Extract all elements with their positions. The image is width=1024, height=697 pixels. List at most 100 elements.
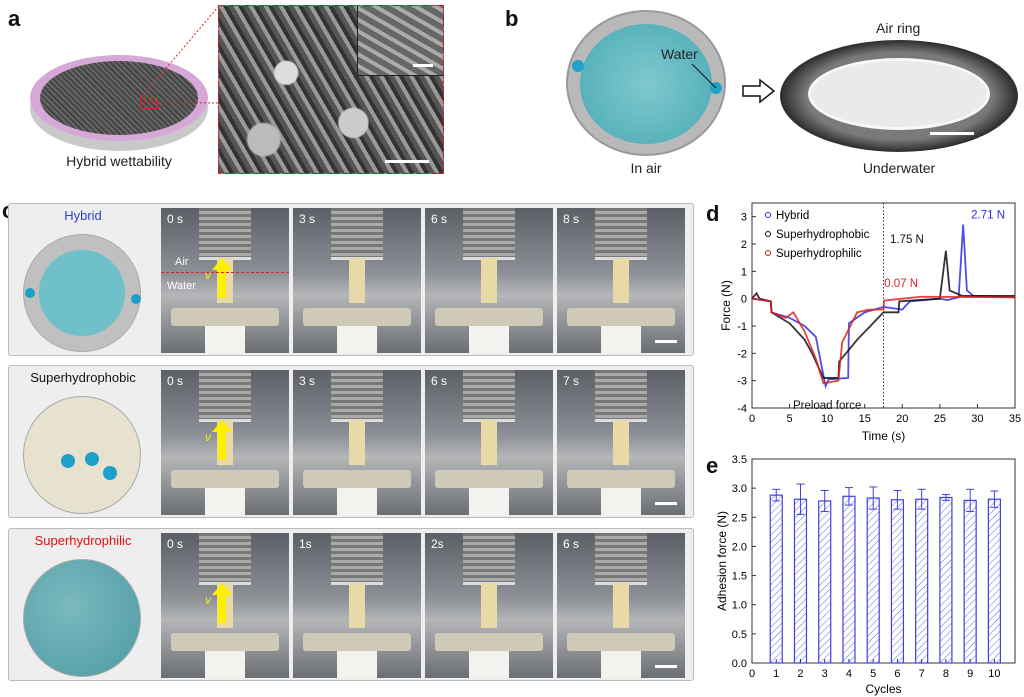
underwater-photo — [780, 40, 1018, 152]
y-tick-label: 3 — [741, 212, 747, 224]
panel-c-row-1: Hybrid v Air Water 0 s 3 s 6 s 8 s — [8, 203, 694, 356]
video-frame: 1s — [293, 533, 421, 678]
time-label: 6 s — [431, 212, 448, 226]
hybrid-disc — [23, 234, 141, 352]
x-tick-label: 30 — [971, 413, 983, 425]
scale-bar — [655, 340, 677, 343]
time-label: 6 s — [563, 537, 580, 551]
y-axis-label: Force (N) — [719, 280, 733, 331]
y-tick-label: 3.5 — [732, 454, 747, 466]
adhesion-cycles-chart: 0 1 2 3 4 5 6 7 8 9 10 0.0 0.5 1.0 1.5 2.0 2.5 3.0 3.5 Cycl… — [715, 454, 1016, 696]
video-frame: 7 s — [557, 370, 685, 515]
bar — [866, 497, 880, 664]
time-label: 7 s — [563, 374, 580, 388]
legend-label: Hybrid — [776, 210, 809, 222]
x-tick-label: 35 — [1009, 413, 1021, 425]
y-tick-label: 0.5 — [732, 629, 747, 641]
video-frame: 2s — [425, 533, 553, 678]
bar — [818, 500, 832, 664]
y-tick-label: 2 — [741, 239, 747, 251]
water-label: Water — [167, 280, 196, 292]
bar — [987, 498, 1001, 664]
in-air-caption: In air — [630, 160, 662, 176]
x-tick-label: 10 — [988, 668, 1000, 680]
y-tick-label: 1.0 — [732, 600, 747, 612]
y-axis-label: Adhesion force (N) — [715, 511, 729, 611]
x-tick-label: 3 — [822, 668, 828, 680]
up-arrow-icon — [212, 420, 232, 460]
scale-bar — [655, 502, 677, 505]
x-tick-label: 6 — [894, 668, 900, 680]
y-tick-label: 1 — [741, 266, 747, 278]
bar — [890, 499, 905, 664]
x-tick-label: 25 — [934, 413, 946, 425]
hybrid-disc-illustration — [30, 55, 208, 151]
y-tick-label: 0 — [741, 294, 747, 306]
time-label: 3 s — [299, 212, 316, 226]
philic-disc — [23, 559, 141, 677]
bar — [939, 496, 953, 664]
water-label: Water — [661, 46, 698, 62]
zoom-dotted-line — [140, 6, 219, 104]
x-tick-label: 1 — [773, 668, 779, 680]
row-title: Superhydrophilic — [34, 533, 132, 548]
time-label: 8 s — [563, 212, 580, 226]
x-tick-label: 5 — [870, 668, 876, 680]
panel-e-label: e — [706, 453, 719, 478]
annotation-label: 2.71 N — [971, 210, 1005, 222]
sem-image — [218, 5, 444, 174]
legend-marker — [765, 212, 771, 218]
panel-b-label: b — [505, 6, 519, 31]
bar — [963, 499, 977, 664]
x-tick-label: 0 — [749, 668, 755, 680]
legend-marker — [765, 231, 771, 237]
scale-bar — [655, 665, 677, 668]
legend-marker — [765, 250, 771, 256]
bar — [842, 495, 856, 664]
video-frame: 8 s — [557, 208, 685, 353]
in-air-disc — [566, 10, 726, 156]
force-time-chart: 0 5 10 15 20 25 30 35 -4 -3 -2 -1 0 1 2 3 Time (s) Force … — [719, 202, 1021, 443]
y-tick-label: -3 — [737, 376, 747, 388]
y-tick-label: -1 — [737, 321, 747, 333]
row-title: Superhydrophobic — [30, 370, 136, 385]
video-frame: 6 s — [557, 533, 685, 678]
x-axis-label: Time (s) — [862, 429, 906, 443]
time-label: 2s — [431, 537, 444, 551]
time-label: 3 s — [299, 374, 316, 388]
up-arrow-icon — [212, 583, 232, 623]
row-title: Hybrid — [64, 208, 102, 223]
velocity-label: v — [205, 268, 211, 282]
water-pointer — [691, 63, 717, 89]
up-arrow-icon — [212, 258, 232, 298]
video-frame: 3 s — [293, 208, 421, 353]
x-tick-label: 5 — [787, 413, 793, 425]
video-frame: v Air Water 0 s — [161, 208, 289, 353]
panel-d-label: d — [706, 201, 720, 226]
video-frame: 6 s — [425, 370, 553, 515]
y-tick-label: 1.5 — [732, 571, 747, 583]
bar — [793, 498, 808, 664]
video-frame: v 0 s — [161, 533, 289, 678]
underwater-caption: Underwater — [862, 160, 936, 176]
air-ring-label: Air ring — [876, 20, 921, 36]
x-axis-label: Cycles — [865, 682, 901, 696]
x-tick-label: 0 — [749, 413, 755, 425]
video-frame: 3 s — [293, 370, 421, 515]
velocity-label: v — [205, 593, 211, 607]
time-label: 1s — [299, 537, 312, 551]
time-label: 0 s — [167, 212, 184, 226]
y-tick-label: -4 — [737, 403, 747, 415]
bar — [769, 494, 783, 664]
x-tick-label: 20 — [896, 413, 908, 425]
time-label: 0 s — [167, 374, 184, 388]
plot-frame — [751, 458, 1016, 664]
panel-c-row-3: Superhydrophilic v 0 s 1s 2s 6 s — [8, 528, 694, 681]
air-label: Air — [175, 256, 189, 268]
bar — [915, 498, 929, 664]
y-tick-label: 0.0 — [732, 658, 747, 670]
right-arrow-icon — [742, 78, 776, 104]
video-frame: v 0 s — [161, 370, 289, 515]
x-tick-label: 2 — [797, 668, 803, 680]
panel-a-label: a — [8, 6, 21, 31]
